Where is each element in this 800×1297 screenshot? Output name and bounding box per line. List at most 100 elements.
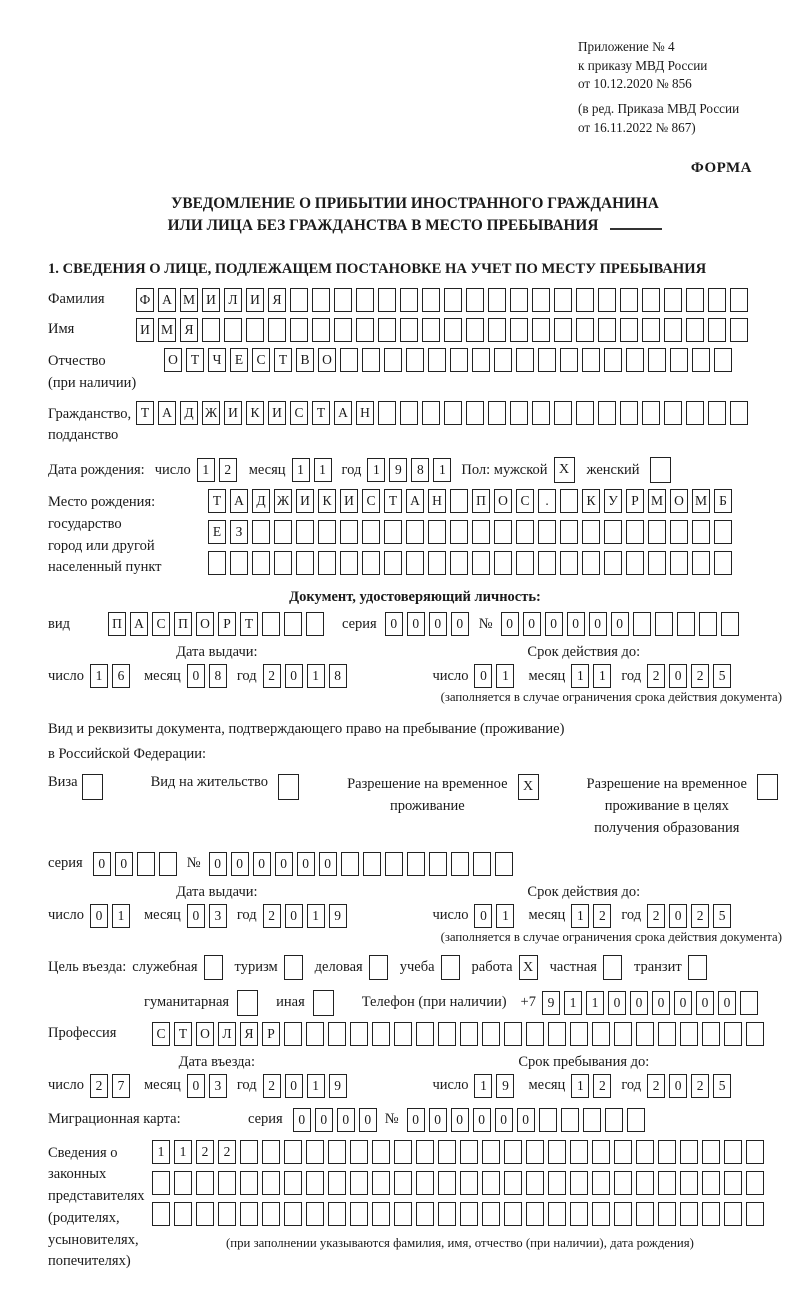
char-cell[interactable]	[692, 348, 710, 373]
char-cell[interactable]	[318, 520, 336, 545]
char-cell[interactable]: Т	[174, 1021, 192, 1046]
char-cell[interactable]	[582, 1107, 601, 1132]
purpose-official-checkbox[interactable]	[203, 954, 223, 980]
char-cell[interactable]	[576, 318, 594, 343]
char-cell[interactable]: 0	[588, 612, 607, 637]
char-cell[interactable]	[670, 520, 688, 545]
char-cell[interactable]: 9	[328, 1073, 347, 1098]
char-cell[interactable]	[554, 400, 572, 425]
char-cell[interactable]	[620, 288, 638, 313]
char-cell[interactable]	[328, 1170, 346, 1195]
char-cell[interactable]	[428, 851, 447, 876]
char-cell[interactable]	[570, 1139, 588, 1164]
char-cell[interactable]	[362, 551, 380, 576]
char-cell[interactable]: 5	[713, 1073, 732, 1098]
char-cell[interactable]	[526, 1201, 544, 1226]
char-cell[interactable]: Н	[356, 400, 374, 425]
char-cell[interactable]	[416, 1201, 434, 1226]
char-cell[interactable]	[450, 520, 468, 545]
char-cell[interactable]: 0	[284, 903, 303, 928]
char-cell[interactable]	[444, 400, 462, 425]
char-cell[interactable]	[328, 1139, 346, 1164]
char-cell[interactable]	[340, 851, 359, 876]
char-cell[interactable]	[664, 288, 682, 313]
char-cell[interactable]	[460, 1021, 478, 1046]
char-cell[interactable]	[328, 1021, 346, 1046]
char-cell[interactable]	[262, 1170, 280, 1195]
char-cell[interactable]: 0	[318, 851, 337, 876]
char-cell[interactable]	[460, 1139, 478, 1164]
char-cell[interactable]	[340, 520, 358, 545]
char-cell[interactable]: 0	[566, 612, 585, 637]
char-cell[interactable]	[592, 1139, 610, 1164]
char-cell[interactable]	[450, 348, 468, 373]
char-cell[interactable]	[488, 400, 506, 425]
char-cell[interactable]	[340, 551, 358, 576]
char-cell[interactable]	[460, 1201, 478, 1226]
char-cell[interactable]: И	[246, 288, 264, 313]
char-cell[interactable]: 1	[496, 664, 515, 689]
char-cell[interactable]	[438, 1170, 456, 1195]
purpose-transit-checkbox[interactable]	[687, 954, 707, 980]
char-cell[interactable]: Д	[252, 489, 270, 514]
char-cell[interactable]	[692, 520, 710, 545]
char-cell[interactable]	[730, 400, 748, 425]
char-cell[interactable]	[598, 318, 616, 343]
char-cell[interactable]	[702, 1021, 720, 1046]
char-cell[interactable]: 0	[629, 990, 648, 1015]
char-cell[interactable]: О	[196, 1021, 214, 1046]
char-cell[interactable]: А	[158, 288, 176, 313]
char-cell[interactable]	[400, 288, 418, 313]
char-cell[interactable]: О	[670, 489, 688, 514]
residence-permit-checkbox[interactable]	[278, 774, 300, 801]
char-cell[interactable]: А	[334, 400, 352, 425]
char-cell[interactable]: 2	[196, 1139, 214, 1164]
char-cell[interactable]: 1	[111, 903, 130, 928]
char-cell[interactable]	[438, 1201, 456, 1226]
char-cell[interactable]	[620, 400, 638, 425]
char-cell[interactable]	[422, 288, 440, 313]
char-cell[interactable]	[466, 318, 484, 343]
char-cell[interactable]: 0	[208, 851, 227, 876]
char-cell[interactable]: 2	[647, 664, 666, 689]
char-cell[interactable]	[196, 1170, 214, 1195]
char-cell[interactable]: 0	[516, 1107, 535, 1132]
char-cell[interactable]	[714, 551, 732, 576]
char-cell[interactable]: С	[152, 612, 170, 637]
char-cell[interactable]: 9	[389, 458, 408, 483]
char-cell[interactable]: 1	[433, 458, 452, 483]
char-cell[interactable]: М	[158, 318, 176, 343]
char-cell[interactable]: С	[290, 400, 308, 425]
char-cell[interactable]	[372, 1201, 390, 1226]
char-cell[interactable]	[350, 1201, 368, 1226]
char-cell[interactable]	[290, 318, 308, 343]
char-cell[interactable]	[504, 1201, 522, 1226]
char-cell[interactable]	[262, 1139, 280, 1164]
char-cell[interactable]: 1	[306, 664, 325, 689]
char-cell[interactable]	[730, 318, 748, 343]
char-cell[interactable]	[560, 348, 578, 373]
char-cell[interactable]	[702, 1201, 720, 1226]
char-cell[interactable]	[664, 400, 682, 425]
char-cell[interactable]: 0	[450, 612, 469, 637]
char-cell[interactable]	[306, 1021, 324, 1046]
char-cell[interactable]	[560, 489, 578, 514]
char-cell[interactable]: 0	[494, 1107, 513, 1132]
char-cell[interactable]	[488, 318, 506, 343]
char-cell[interactable]	[482, 1201, 500, 1226]
char-cell[interactable]: 1	[313, 458, 332, 483]
char-cell[interactable]	[306, 1170, 324, 1195]
char-cell[interactable]	[394, 1021, 412, 1046]
char-cell[interactable]: И	[224, 400, 242, 425]
char-cell[interactable]	[444, 288, 462, 313]
char-cell[interactable]	[284, 1170, 302, 1195]
char-cell[interactable]	[252, 520, 270, 545]
char-cell[interactable]: В	[296, 348, 314, 373]
char-cell[interactable]	[692, 551, 710, 576]
char-cell[interactable]: А	[130, 612, 148, 637]
char-cell[interactable]: 0	[336, 1107, 355, 1132]
char-cell[interactable]	[654, 612, 673, 637]
char-cell[interactable]	[384, 851, 403, 876]
char-cell[interactable]: 6	[111, 664, 130, 689]
char-cell[interactable]: 0	[284, 1073, 303, 1098]
